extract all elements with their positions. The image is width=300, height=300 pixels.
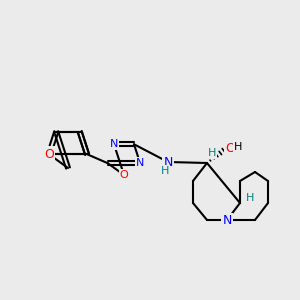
Text: N: N <box>110 139 118 149</box>
Text: O: O <box>44 148 54 161</box>
Text: O: O <box>225 142 235 154</box>
Text: H: H <box>208 148 216 158</box>
Text: H: H <box>161 166 169 176</box>
Text: H: H <box>234 142 242 152</box>
Text: N: N <box>163 155 173 169</box>
Text: N: N <box>136 158 144 168</box>
Text: H: H <box>246 193 254 203</box>
Text: N: N <box>222 214 232 227</box>
Text: O: O <box>120 170 128 180</box>
